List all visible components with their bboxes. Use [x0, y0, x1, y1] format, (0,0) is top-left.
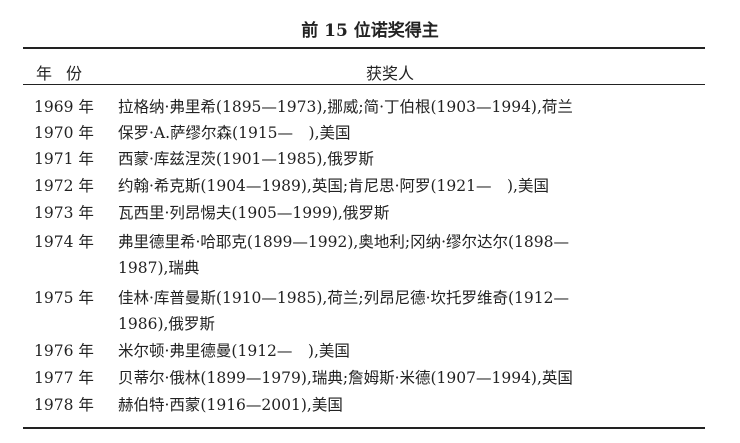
- header-year: 年份: [36, 64, 97, 83]
- row-year: 1973 年: [34, 204, 94, 222]
- header-laureates: 获奖人: [365, 64, 414, 83]
- laureates-line: 贝蒂尔·俄林(1899—1979),瑞典;詹姆斯·米德(1907—1994),英…: [118, 369, 573, 387]
- row-year: 1969 年: [34, 98, 94, 116]
- laureates-line: 赫伯特·西蒙(1916—2001),美国: [118, 396, 343, 414]
- laureates-line: 瓦西里·列昂惕夫(1905—1999),俄罗斯: [118, 204, 390, 222]
- row-laureates: 米尔顿·弗里德曼(1912— ),美国: [118, 338, 350, 364]
- row-laureates: 佳林·库普曼斯(1910—1985),荷兰;列昂尼德·坎托罗维奇(1912— 19…: [118, 285, 569, 337]
- row-year: 1974 年: [34, 233, 94, 251]
- laureates-line: 1987),瑞典: [118, 259, 200, 277]
- row-laureates: 西蒙·库兹涅茨(1901—1985),俄罗斯: [118, 146, 374, 172]
- laureates-line: 保罗·A.萨缪尔森(1915— ),美国: [118, 124, 351, 142]
- row-laureates: 保罗·A.萨缪尔森(1915— ),美国: [118, 120, 351, 146]
- row-laureates: 贝蒂尔·俄林(1899—1979),瑞典;詹姆斯·米德(1907—1994),英…: [118, 365, 573, 391]
- table-title: 前 15 位诺奖得主: [301, 21, 439, 41]
- bottom-rule: [23, 427, 705, 429]
- row-year: 1975 年: [34, 289, 94, 307]
- laureates-line: 西蒙·库兹涅茨(1901—1985),俄罗斯: [118, 150, 374, 168]
- laureates-line: 约翰·希克斯(1904—1989),英国;肯尼思·阿罗(1921— ),美国: [118, 177, 549, 195]
- row-year: 1970 年: [34, 124, 94, 142]
- row-laureates: 拉格纳·弗里希(1895—1973),挪威;简·丁伯根(1903—1994),荷…: [118, 94, 573, 120]
- row-year: 1978 年: [34, 396, 94, 414]
- laureates-line: 弗里德里希·哈耶克(1899—1992),奥地利;冈纳·缪尔达尔(1898—: [118, 233, 569, 251]
- top-rule: [23, 47, 705, 49]
- row-laureates: 赫伯特·西蒙(1916—2001),美国: [118, 392, 343, 418]
- row-year: 1976 年: [34, 342, 94, 360]
- laureates-line: 米尔顿·弗里德曼(1912— ),美国: [118, 342, 350, 360]
- row-year: 1971 年: [34, 150, 94, 168]
- row-year: 1972 年: [34, 177, 94, 195]
- laureates-line: 拉格纳·弗里希(1895—1973),挪威;简·丁伯根(1903—1994),荷…: [118, 98, 573, 116]
- laureates-line: 1986),俄罗斯: [118, 315, 215, 333]
- row-laureates: 约翰·希克斯(1904—1989),英国;肯尼思·阿罗(1921— ),美国: [118, 173, 549, 199]
- header-rule: [23, 84, 705, 85]
- laureates-line: 佳林·库普曼斯(1910—1985),荷兰;列昂尼德·坎托罗维奇(1912—: [118, 289, 569, 307]
- row-laureates: 瓦西里·列昂惕夫(1905—1999),俄罗斯: [118, 200, 389, 226]
- row-year: 1977 年: [34, 369, 94, 387]
- row-laureates: 弗里德里希·哈耶克(1899—1992),奥地利;冈纳·缪尔达尔(1898— 19…: [118, 229, 569, 281]
